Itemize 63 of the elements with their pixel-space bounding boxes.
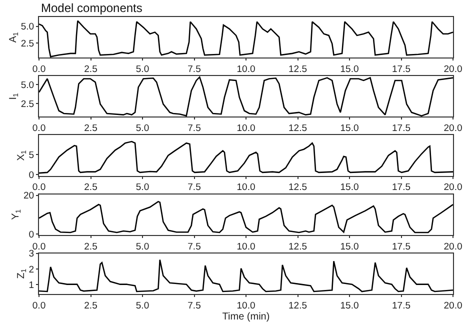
line-series <box>39 20 453 58</box>
x-tick-label: 17.5 <box>392 123 410 134</box>
line-series <box>39 259 453 292</box>
x-tick-label: 20.0 <box>444 182 462 194</box>
x-tick-label: 7.5 <box>188 64 201 76</box>
x-tick-label: 12.5 <box>288 300 307 312</box>
x-tick-label: 17.5 <box>392 182 410 194</box>
x-tick-label: 20.0 <box>444 64 462 76</box>
line-series <box>39 76 453 116</box>
x-tick-label: 7.5 <box>188 241 201 252</box>
x-tick-label: 17.5 <box>392 241 410 252</box>
x-tick-label: 17.5 <box>392 64 410 76</box>
x-tick-label: 0.0 <box>32 64 46 76</box>
x-tick-label: 7.5 <box>188 123 201 134</box>
x-tick-label: 15.0 <box>340 300 359 312</box>
line-series <box>39 200 453 234</box>
x-tick-label: 15.0 <box>340 64 359 76</box>
x-tick-label: 12.5 <box>288 182 307 194</box>
x-tick-label: 2.5 <box>84 300 98 312</box>
x-tick-label: 17.5 <box>392 300 410 312</box>
x-tick-label: 0.0 <box>32 300 46 312</box>
x-tick-label: 2.5 <box>84 241 98 252</box>
x-tick-label: 15.0 <box>340 241 359 252</box>
x-tick-label: 20.0 <box>444 241 462 252</box>
x-tick-label: 10.0 <box>236 182 256 194</box>
x-tick-label: 10.0 <box>236 123 256 134</box>
x-tick-label: 12.5 <box>288 241 307 252</box>
x-tick-label: 12.5 <box>288 123 307 134</box>
x-tick-label: 5.0 <box>136 300 150 312</box>
line-series <box>39 140 453 174</box>
x-tick-label: 2.5 <box>84 123 98 134</box>
y-tick-label: 2 <box>28 264 34 276</box>
y-tick-label: 5.0 <box>20 22 34 33</box>
x-axis-title: Time (min) <box>222 311 270 322</box>
x-tick-label: 10.0 <box>236 64 256 76</box>
y-tick-label: 5.0 <box>20 80 34 91</box>
x-tick-label: 20.0 <box>444 123 462 134</box>
x-tick-label: 10.0 <box>236 241 256 252</box>
x-tick-label: 0.0 <box>32 241 46 252</box>
y-tick-label: 0 <box>28 170 34 181</box>
x-tick-label: 5.0 <box>136 182 150 194</box>
x-tick-label: 15.0 <box>340 123 359 134</box>
y-tick-label: 0 <box>28 229 34 240</box>
y-tick-label: 2.5 <box>20 38 34 50</box>
y-tick-label: 1 <box>28 280 34 291</box>
x-tick-label: 0.0 <box>32 182 46 194</box>
x-tick-label: 12.5 <box>288 64 307 76</box>
y-tick-label: 2.5 <box>20 99 34 110</box>
y-tick-label: 3 <box>28 248 34 260</box>
x-tick-label: 15.0 <box>340 182 359 194</box>
x-tick-label: 7.5 <box>188 300 201 312</box>
x-tick-label: 5.0 <box>136 123 150 134</box>
x-tick-label: 5.0 <box>136 241 150 252</box>
x-tick-label: 20.0 <box>444 300 462 312</box>
x-tick-label: 2.5 <box>84 182 98 194</box>
y-tick-label: 5 <box>28 150 34 161</box>
x-tick-label: 10.0 <box>236 300 256 312</box>
x-tick-label: 2.5 <box>84 64 98 76</box>
x-tick-label: 7.5 <box>188 182 201 194</box>
x-tick-label: 5.0 <box>136 64 150 76</box>
y-tick-label: 20 <box>24 190 34 202</box>
x-tick-label: 0.0 <box>32 123 46 134</box>
chart-title: Model components <box>41 1 142 15</box>
